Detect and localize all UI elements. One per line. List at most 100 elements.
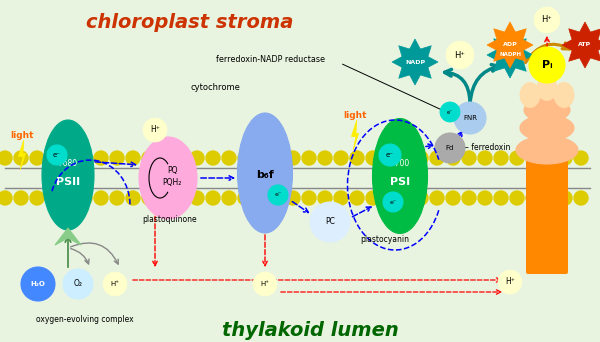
- Text: chloroplast stroma: chloroplast stroma: [86, 13, 293, 31]
- Circle shape: [366, 191, 380, 205]
- Text: O₂: O₂: [74, 279, 83, 289]
- Text: e⁻: e⁻: [53, 152, 61, 158]
- Text: H⁺: H⁺: [110, 281, 119, 287]
- Ellipse shape: [42, 120, 94, 230]
- Circle shape: [14, 151, 28, 165]
- Circle shape: [103, 272, 127, 296]
- Circle shape: [510, 151, 524, 165]
- Circle shape: [78, 151, 92, 165]
- Circle shape: [440, 102, 460, 122]
- Circle shape: [158, 151, 172, 165]
- Circle shape: [462, 191, 476, 205]
- Circle shape: [222, 151, 236, 165]
- Text: – ferredoxin: – ferredoxin: [465, 144, 511, 153]
- FancyBboxPatch shape: [526, 160, 568, 274]
- Circle shape: [0, 151, 12, 165]
- Circle shape: [63, 269, 93, 299]
- Text: FNR: FNR: [463, 115, 477, 121]
- Text: H⁺: H⁺: [455, 51, 466, 60]
- Polygon shape: [352, 120, 359, 150]
- Circle shape: [286, 151, 300, 165]
- Circle shape: [430, 191, 444, 205]
- Text: H⁺: H⁺: [542, 15, 553, 25]
- Circle shape: [430, 151, 444, 165]
- Circle shape: [526, 191, 540, 205]
- Circle shape: [435, 133, 465, 163]
- Text: e⁻: e⁻: [274, 193, 281, 197]
- Text: PQ: PQ: [167, 166, 177, 174]
- Circle shape: [574, 191, 588, 205]
- Circle shape: [158, 191, 172, 205]
- Circle shape: [46, 151, 60, 165]
- Circle shape: [21, 267, 55, 301]
- Circle shape: [302, 191, 316, 205]
- Circle shape: [478, 191, 492, 205]
- Text: PSI: PSI: [390, 177, 410, 187]
- Circle shape: [558, 191, 572, 205]
- Circle shape: [142, 191, 156, 205]
- Circle shape: [318, 191, 332, 205]
- Circle shape: [542, 151, 556, 165]
- Circle shape: [190, 151, 204, 165]
- Circle shape: [334, 191, 348, 205]
- Circle shape: [94, 191, 108, 205]
- Circle shape: [529, 47, 565, 83]
- Circle shape: [142, 151, 156, 165]
- Circle shape: [414, 191, 428, 205]
- Text: H₂O: H₂O: [31, 281, 46, 287]
- Text: P680: P680: [58, 158, 77, 168]
- Polygon shape: [55, 228, 81, 245]
- Ellipse shape: [524, 98, 570, 122]
- Circle shape: [0, 191, 12, 205]
- Circle shape: [318, 151, 332, 165]
- Circle shape: [494, 151, 508, 165]
- Circle shape: [94, 151, 108, 165]
- Circle shape: [238, 151, 252, 165]
- Ellipse shape: [238, 113, 293, 233]
- Circle shape: [110, 191, 124, 205]
- Circle shape: [30, 151, 44, 165]
- Circle shape: [574, 151, 588, 165]
- Circle shape: [302, 151, 316, 165]
- Text: oxygen-evolving complex: oxygen-evolving complex: [36, 316, 134, 325]
- Text: PC: PC: [325, 218, 335, 226]
- Ellipse shape: [520, 82, 540, 107]
- Circle shape: [253, 272, 277, 296]
- Circle shape: [454, 102, 486, 134]
- Circle shape: [254, 191, 268, 205]
- Text: plastoquinone: plastoquinone: [143, 215, 197, 224]
- Circle shape: [462, 151, 476, 165]
- Polygon shape: [19, 140, 26, 170]
- Circle shape: [206, 151, 220, 165]
- Text: Fd: Fd: [446, 145, 454, 151]
- Text: ADP: ADP: [503, 42, 517, 48]
- Circle shape: [446, 191, 460, 205]
- Circle shape: [446, 151, 460, 165]
- Circle shape: [398, 191, 412, 205]
- Circle shape: [379, 144, 401, 166]
- Polygon shape: [562, 22, 600, 68]
- Circle shape: [174, 151, 188, 165]
- Text: e⁻: e⁻: [389, 199, 397, 205]
- Text: H⁺: H⁺: [505, 277, 515, 287]
- Circle shape: [558, 151, 572, 165]
- Circle shape: [126, 191, 140, 205]
- Text: b₆f: b₆f: [256, 170, 274, 180]
- Circle shape: [254, 151, 268, 165]
- Text: PQH₂: PQH₂: [163, 179, 182, 187]
- Circle shape: [534, 7, 560, 33]
- Text: plastocyanin: plastocyanin: [360, 236, 409, 245]
- Circle shape: [414, 151, 428, 165]
- Circle shape: [222, 191, 236, 205]
- Circle shape: [350, 151, 364, 165]
- Circle shape: [286, 191, 300, 205]
- Polygon shape: [392, 39, 438, 85]
- Text: e⁻: e⁻: [386, 152, 394, 158]
- Circle shape: [238, 191, 252, 205]
- Ellipse shape: [139, 137, 197, 219]
- Polygon shape: [487, 32, 533, 78]
- Circle shape: [14, 191, 28, 205]
- Circle shape: [382, 151, 396, 165]
- Text: ATP: ATP: [578, 42, 592, 48]
- Polygon shape: [487, 22, 533, 68]
